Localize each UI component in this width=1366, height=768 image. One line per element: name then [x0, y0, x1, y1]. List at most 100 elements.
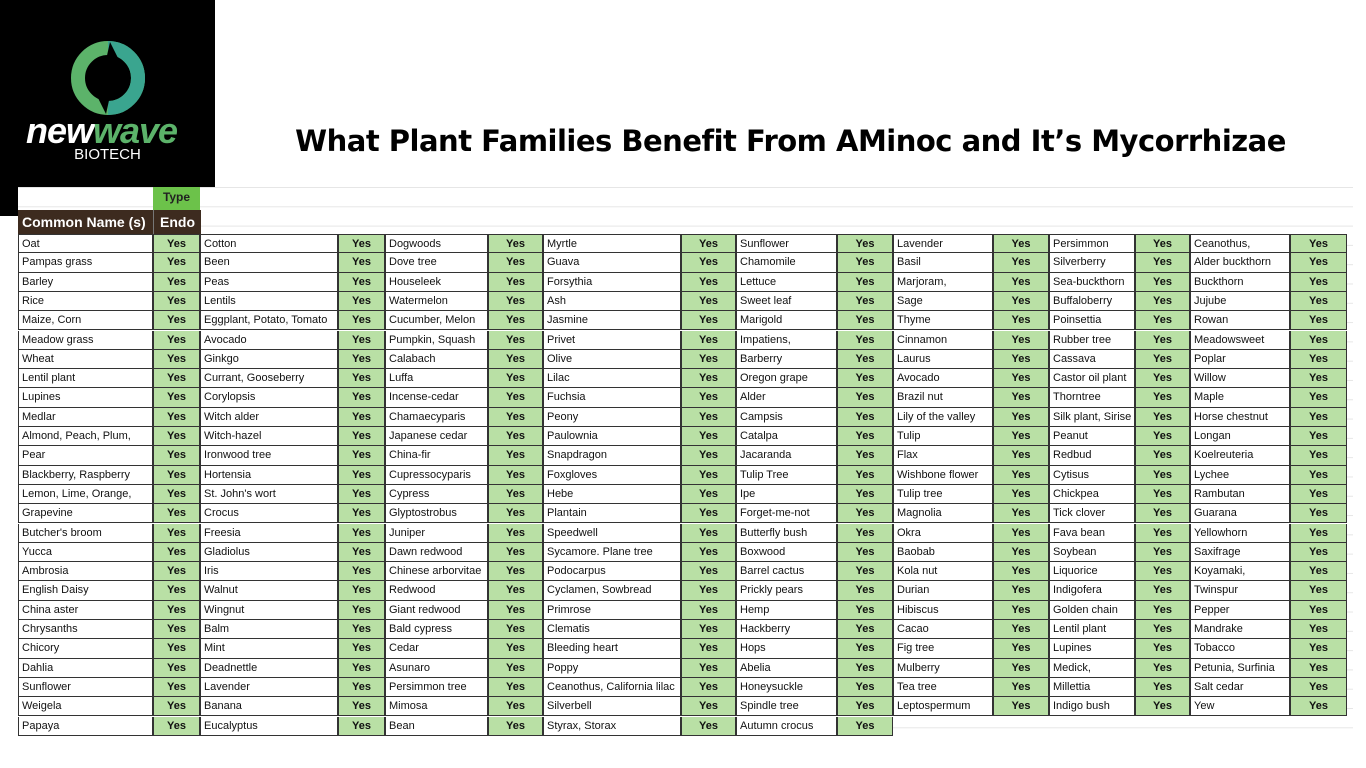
plant-name-cell: Prickly pears	[736, 581, 837, 601]
plant-name-cell: Catalpa	[736, 427, 837, 447]
endo-yes-cell: Yes	[1135, 291, 1190, 312]
plant-name-cell: Cacao	[893, 620, 993, 640]
plant-name-cell: Yellowhorn	[1190, 523, 1290, 543]
endo-yes-cell: Yes	[488, 465, 543, 485]
endo-yes-cell: Yes	[993, 427, 1049, 447]
plant-name-cell: Cucumber, Melon	[385, 311, 488, 331]
plant-name-cell: Clematis	[543, 620, 681, 640]
plant-name-cell: Horse chestnut	[1190, 407, 1290, 427]
endo-yes-cell: Yes	[993, 311, 1049, 331]
endo-yes-cell: Yes	[837, 369, 893, 389]
plant-name-cell: Campsis	[736, 407, 837, 427]
endo-yes-cell: Yes	[338, 465, 385, 485]
plant-name-cell: Chrysanths	[18, 620, 153, 640]
endo-yes-cell: Yes	[837, 407, 893, 427]
endo-yes-cell: Yes	[1135, 658, 1190, 678]
plant-name-cell: Dove tree	[385, 253, 488, 273]
endo-yes-cell: Yes	[1135, 388, 1190, 408]
plant-name-cell: Peony	[543, 407, 681, 427]
endo-yes-cell: Yes	[993, 330, 1049, 350]
endo-yes-cell: Yes	[993, 465, 1049, 485]
plant-name-cell: Juniper	[385, 523, 488, 543]
plant-name-cell: Cytisus	[1049, 465, 1135, 485]
endo-yes-cell: Yes	[1290, 234, 1347, 254]
plant-name-cell: Persimmon tree	[385, 677, 488, 698]
endo-yes-cell: Yes	[681, 234, 736, 254]
plant-name-cell: Ginkgo	[200, 349, 338, 370]
endo-yes-cell: Yes	[837, 562, 893, 582]
plant-name-cell: Baobab	[893, 542, 993, 563]
endo-yes-cell: Yes	[1135, 330, 1190, 350]
plant-name-cell: Rowan	[1190, 311, 1290, 331]
endo-yes-cell: Yes	[488, 272, 543, 292]
plant-name-cell: Sage	[893, 291, 993, 312]
endo-yes-cell: Yes	[338, 291, 385, 312]
endo-yes-cell: Yes	[1135, 446, 1190, 466]
plant-name-cell: Peas	[200, 272, 338, 292]
endo-yes-cell: Yes	[1290, 542, 1347, 563]
plant-name-cell: Hebe	[543, 484, 681, 505]
plant-name-cell: Guava	[543, 253, 681, 273]
endo-yes-cell: Yes	[488, 562, 543, 582]
plant-name-cell: Alder buckthorn	[1190, 253, 1290, 273]
plant-name-cell: Plantain	[543, 504, 681, 524]
endo-yes-cell: Yes	[993, 677, 1049, 698]
plant-name-cell: Pampas grass	[18, 253, 153, 273]
endo-yes-cell: Yes	[338, 427, 385, 447]
endo-yes-cell: Yes	[1290, 349, 1347, 370]
endo-yes-cell: Yes	[1290, 311, 1347, 331]
plant-name-cell: Butterfly bush	[736, 523, 837, 543]
endo-yes-cell: Yes	[1290, 388, 1347, 408]
plant-name-cell: Millettia	[1049, 677, 1135, 698]
plant-name-cell: Peanut	[1049, 427, 1135, 447]
plant-name-cell: Currant, Gooseberry	[200, 369, 338, 389]
endo-yes-cell: Yes	[681, 504, 736, 524]
endo-yes-cell: Yes	[837, 388, 893, 408]
plant-name-cell: Ironwood tree	[200, 446, 338, 466]
endo-yes-cell: Yes	[1290, 369, 1347, 389]
endo-yes-cell: Yes	[1290, 330, 1347, 350]
endo-yes-cell: Yes	[837, 291, 893, 312]
plant-name-cell: Liquorice	[1049, 562, 1135, 582]
endo-yes-cell: Yes	[837, 253, 893, 273]
endo-yes-cell: Yes	[1290, 484, 1347, 505]
endo-yes-cell: Yes	[338, 542, 385, 563]
endo-yes-cell: Yes	[488, 427, 543, 447]
plant-name-cell: Tobacco	[1190, 639, 1290, 659]
endo-yes-cell: Yes	[488, 716, 543, 736]
endo-yes-cell: Yes	[338, 620, 385, 640]
endo-yes-cell: Yes	[837, 427, 893, 447]
endo-yes-cell: Yes	[837, 504, 893, 524]
endo-yes-cell: Yes	[153, 484, 200, 505]
plant-name-cell: Basil	[893, 253, 993, 273]
plant-name-cell: Witch-hazel	[200, 427, 338, 447]
endo-yes-cell: Yes	[681, 677, 736, 698]
endo-yes-cell: Yes	[153, 562, 200, 582]
plant-name-cell: Spindle tree	[736, 697, 837, 717]
endo-yes-cell: Yes	[1135, 369, 1190, 389]
endo-yes-cell: Yes	[681, 639, 736, 659]
endo-yes-cell: Yes	[488, 407, 543, 427]
brand-name: newwave	[26, 110, 178, 151]
endo-yes-cell: Yes	[153, 465, 200, 485]
plant-name-cell: Chickpea	[1049, 484, 1135, 505]
endo-yes-cell: Yes	[681, 253, 736, 273]
plant-name-cell: Foxgloves	[543, 465, 681, 485]
plant-name-cell: Cyclamen, Sowbread	[543, 581, 681, 601]
endo-yes-cell: Yes	[681, 600, 736, 620]
plant-name-cell: Thorntree	[1049, 388, 1135, 408]
plant-name-cell: Hortensia	[200, 465, 338, 485]
plant-name-cell: Chinese arborvitae	[385, 562, 488, 582]
endo-yes-cell: Yes	[837, 349, 893, 370]
endo-yes-cell: Yes	[993, 291, 1049, 312]
plant-name-cell: Hemp	[736, 600, 837, 620]
plant-name-cell: Asunaro	[385, 658, 488, 678]
endo-yes-cell: Yes	[681, 716, 736, 736]
endo-yes-cell: Yes	[153, 658, 200, 678]
endo-yes-cell: Yes	[153, 581, 200, 601]
endo-yes-cell: Yes	[1290, 658, 1347, 678]
endo-yes-cell: Yes	[1290, 562, 1347, 582]
endo-yes-cell: Yes	[837, 272, 893, 292]
plant-name-cell: Barley	[18, 272, 153, 292]
plant-name-cell: Pumpkin, Squash	[385, 330, 488, 350]
